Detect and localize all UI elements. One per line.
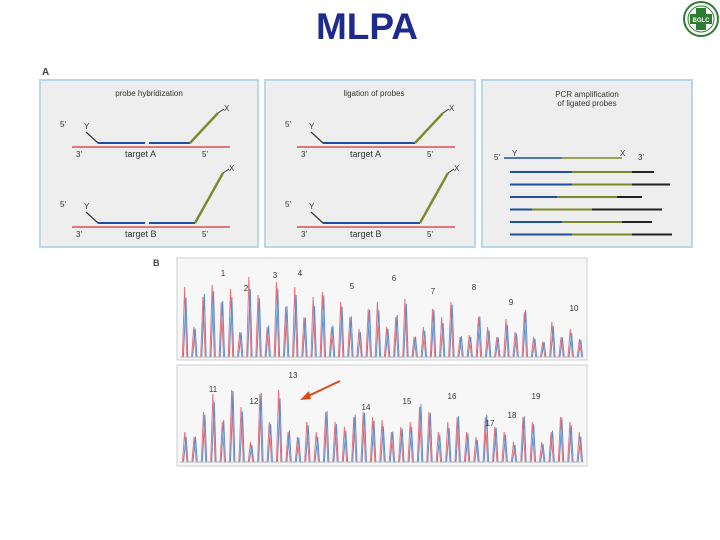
panel-title-line2: of ligated probes <box>557 99 616 108</box>
slide-title: MLPA <box>315 6 419 47</box>
panel-ligation <box>264 79 476 248</box>
label-5prime: 5' <box>285 200 291 209</box>
label-x: X <box>454 164 460 173</box>
panel-a-letter: A <box>42 67 49 78</box>
label-y: Y <box>84 122 90 131</box>
label-y: Y <box>309 202 315 211</box>
panel-pcr <box>481 79 693 248</box>
label-3prime: 3' <box>76 230 82 239</box>
label-target: target B <box>350 229 382 239</box>
peak-label: 15 <box>403 397 412 406</box>
panel-title-line1: PCR amplification <box>555 90 619 99</box>
peak-label: 9 <box>509 298 514 307</box>
x-tag <box>217 108 225 114</box>
label-y: Y <box>84 202 90 211</box>
label-5prime: 5' <box>60 120 66 129</box>
right-probe-tail <box>193 172 225 224</box>
peak-label: 7 <box>431 287 436 296</box>
panel-b-letter: B <box>153 258 160 268</box>
right-probe-tail <box>414 112 444 144</box>
label-5prime: 5' <box>494 153 500 162</box>
label-3prime: 3' <box>76 150 82 159</box>
deletion-arrow <box>305 380 341 398</box>
peak-label: 2 <box>244 284 249 293</box>
panel-title: probe hybridization <box>115 89 183 98</box>
hospital-cross-logo-icon: BGLC <box>683 1 719 37</box>
peak-label: 19 <box>532 392 541 401</box>
label-5prime-right: 5' <box>202 230 208 239</box>
peak-label: 18 <box>508 411 517 420</box>
peak-label: 6 <box>392 274 397 283</box>
logo-text: BGLC <box>693 18 711 24</box>
peak-label: 1 <box>221 269 226 278</box>
x-tag <box>442 108 450 114</box>
peak-label: 10 <box>570 304 579 313</box>
peak-label: 4 <box>298 269 303 278</box>
peak-label: 17 <box>486 419 495 428</box>
label-3prime: 3' <box>301 230 307 239</box>
label-x: X <box>224 104 230 113</box>
peak-label: 16 <box>448 392 457 401</box>
label-5prime: 5' <box>60 200 66 209</box>
right-probe-tail <box>418 172 450 224</box>
label-5prime-right: 5' <box>427 230 433 239</box>
label-y: Y <box>512 149 518 158</box>
peak-label: 13 <box>289 371 298 380</box>
label-3prime: 3' <box>638 153 644 162</box>
label-y: Y <box>309 122 315 131</box>
panel-title: ligation of probes <box>344 89 405 98</box>
x-tag <box>222 168 230 174</box>
deletion-arrow-head <box>300 391 311 400</box>
electropherogram-top <box>176 257 588 361</box>
peak-label: 14 <box>362 403 371 412</box>
label-5prime: 5' <box>285 120 291 129</box>
x-tag <box>447 168 455 174</box>
label-5prime-right: 5' <box>202 150 208 159</box>
label-x: X <box>229 164 235 173</box>
peak-label: 3 <box>273 271 278 280</box>
peak-label: 11 <box>209 385 218 394</box>
label-target: target A <box>350 149 381 159</box>
peak-label: 8 <box>472 283 477 292</box>
label-5prime-right: 5' <box>427 150 433 159</box>
peak-label: 12 <box>250 397 259 406</box>
panel-hybridization <box>39 79 259 248</box>
label-3prime: 3' <box>301 150 307 159</box>
label-target: target A <box>125 149 156 159</box>
label-x: X <box>620 149 626 158</box>
peak-label: 5 <box>350 282 355 291</box>
label-x: X <box>449 104 455 113</box>
right-probe-tail <box>189 112 219 144</box>
label-target: target B <box>125 229 157 239</box>
